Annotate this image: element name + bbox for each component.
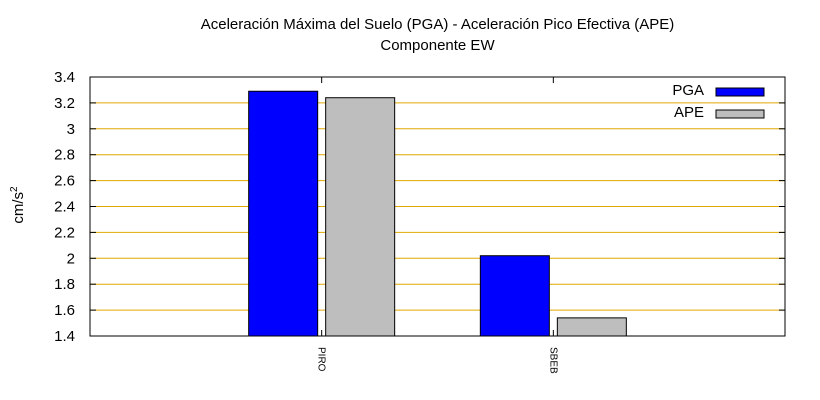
plot-frame (89, 76, 786, 337)
y-tick-label: 2.6 (54, 173, 75, 190)
legend-swatch-pga (715, 87, 765, 97)
legend-label-pga: PGA (672, 82, 704, 99)
y-tick-label: 2.4 (54, 199, 75, 216)
chart-title: Aceleración Máxima del Suelo (PGA) - Ace… (200, 16, 675, 33)
y-tick-label: 2 (67, 250, 75, 267)
x-tick-label: PIRO (316, 347, 327, 372)
y-tick-label: 1.6 (54, 302, 75, 319)
y-tick-label: 3.2 (54, 95, 75, 112)
y-tick-label: 1.4 (54, 328, 75, 345)
y-tick-label: 3 (67, 121, 75, 138)
legend-swatch-ape (715, 109, 765, 119)
y-tick-label: 3.4 (54, 69, 75, 86)
bar-pga-piro (248, 90, 319, 337)
bar-ape-sbeb (556, 317, 627, 337)
y-tick-label: 2.2 (54, 224, 75, 241)
x-tick-label: SBEB (547, 347, 558, 374)
legend-label-ape: APE (674, 104, 704, 121)
y-tick-label: 1.8 (54, 276, 75, 293)
chart-subtitle: Componente EW (380, 37, 495, 54)
bar-ape-piro (325, 97, 396, 337)
y-tick-label: 2.8 (54, 147, 75, 164)
bar-pga-sbeb (479, 255, 550, 337)
